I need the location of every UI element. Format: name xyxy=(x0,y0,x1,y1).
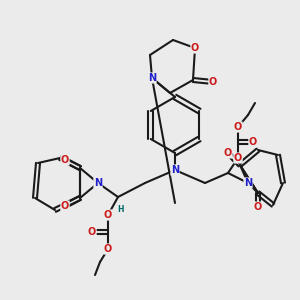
Text: O: O xyxy=(234,153,242,163)
Text: O: O xyxy=(88,227,96,237)
Text: O: O xyxy=(224,148,232,158)
Text: N: N xyxy=(94,178,102,188)
Text: O: O xyxy=(104,244,112,254)
Text: O: O xyxy=(254,202,262,212)
Text: N: N xyxy=(148,73,156,83)
Text: O: O xyxy=(61,201,69,211)
Text: N: N xyxy=(171,165,179,175)
Text: H: H xyxy=(117,206,123,214)
Text: O: O xyxy=(234,122,242,132)
Text: O: O xyxy=(61,155,69,165)
Text: N: N xyxy=(244,178,252,188)
Text: O: O xyxy=(104,210,112,220)
Text: O: O xyxy=(249,137,257,147)
Text: O: O xyxy=(191,43,199,53)
Text: O: O xyxy=(209,77,217,87)
